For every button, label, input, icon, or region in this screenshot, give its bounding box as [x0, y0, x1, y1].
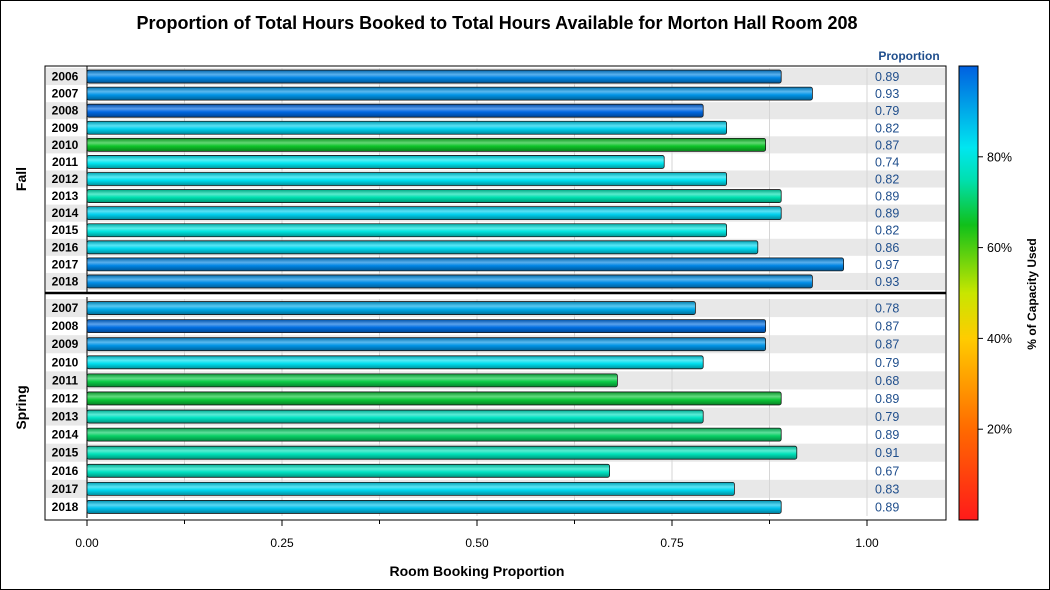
value-label: 0.89 [875, 207, 899, 221]
bar-fall-2009 [86, 120, 727, 135]
bar-fall-2013 [86, 189, 782, 203]
x-tick-label: 0.75 [660, 536, 684, 550]
year-label: 2017 [52, 257, 79, 271]
value-label: 0.68 [875, 374, 899, 388]
value-label: 0.89 [875, 428, 899, 442]
bar-fall-2018 [86, 274, 813, 289]
value-label: 0.79 [875, 356, 899, 370]
colorbar-gradient [958, 65, 979, 521]
bar-fall-2016 [86, 240, 759, 255]
value-label: 0.82 [875, 173, 899, 187]
year-label: 2009 [52, 337, 79, 351]
bar-fall-2011 [86, 155, 665, 169]
value-label: 0.82 [875, 224, 899, 238]
value-label: 0.86 [875, 241, 899, 255]
year-label: 2018 [52, 274, 79, 288]
value-label: 0.93 [875, 87, 899, 101]
year-label: 2011 [52, 373, 78, 387]
year-label: 2018 [52, 500, 79, 514]
year-label: 2015 [52, 446, 79, 460]
bar-spring-2013 [86, 409, 704, 424]
year-label: 2006 [52, 70, 79, 84]
bar-fall-2012 [86, 172, 727, 186]
year-label: 2014 [52, 428, 79, 442]
value-label: 0.89 [875, 392, 899, 406]
year-label: 2008 [52, 319, 79, 333]
year-label: 2009 [52, 121, 79, 135]
bar-spring-2017 [86, 481, 735, 496]
value-label: 0.83 [875, 482, 899, 496]
year-label: 2008 [52, 104, 79, 118]
year-label: 2007 [52, 301, 79, 315]
bar-fall-2006 [86, 69, 782, 84]
bar-spring-2018 [86, 500, 782, 514]
year-label: 2016 [52, 240, 79, 254]
year-label: 2013 [52, 189, 79, 203]
year-label: 2010 [52, 355, 79, 369]
bar-fall-2017 [86, 257, 844, 272]
bar-spring-2016 [86, 463, 610, 478]
bar-spring-2010 [86, 355, 704, 370]
value-label: 0.78 [875, 302, 899, 316]
group-label-spring: Spring [13, 385, 29, 429]
value-label: 0.91 [875, 446, 899, 460]
value-column-header: Proportion [878, 49, 939, 63]
value-label: 0.97 [875, 258, 899, 272]
value-label: 0.74 [875, 155, 899, 169]
value-label: 0.89 [875, 190, 899, 204]
value-label: 0.79 [875, 104, 899, 118]
year-label: 2013 [52, 410, 79, 424]
value-label: 0.89 [875, 70, 899, 84]
x-tick-label: 1.00 [855, 536, 879, 550]
year-label: 2012 [52, 172, 79, 186]
value-label: 0.87 [875, 138, 899, 152]
year-label: 2010 [52, 138, 79, 152]
year-label: 2007 [52, 87, 79, 101]
colorbar-tick-label: 20% [987, 423, 1012, 437]
value-label: 0.93 [875, 275, 899, 289]
year-label: 2012 [52, 391, 79, 405]
group-label-fall: Fall [13, 167, 29, 191]
bar-spring-2014 [86, 427, 782, 442]
bar-fall-2014 [86, 206, 782, 221]
value-label: 0.87 [875, 338, 899, 352]
year-label: 2016 [52, 464, 79, 478]
bar-spring-2007 [86, 301, 696, 315]
year-label: 2017 [52, 482, 79, 496]
colorbar-tick-label: 80% [987, 150, 1012, 164]
colorbar-title: % of Capacity Used [1025, 238, 1039, 349]
chart-title: Proportion of Total Hours Booked to Tota… [136, 13, 857, 33]
colorbar-tick-label: 60% [987, 241, 1012, 255]
plot-area: 2006 0.89 2007 0.93 2008 0.79 2009 0.82 2010 0.87… [13, 65, 947, 550]
bar-fall-2010 [86, 137, 766, 152]
year-label: 2014 [52, 206, 79, 220]
value-label: 0.79 [875, 410, 899, 424]
bar-spring-2015 [86, 445, 798, 460]
year-label: 2011 [52, 155, 78, 169]
x-tick-label: 0.50 [465, 536, 489, 550]
bar-spring-2008 [86, 319, 766, 334]
bar-fall-2015 [86, 223, 727, 238]
value-label: 0.82 [875, 121, 899, 135]
value-label: 0.67 [875, 464, 899, 478]
bar-spring-2011 [86, 373, 618, 388]
bar-fall-2008 [86, 103, 704, 118]
bar-spring-2012 [86, 391, 782, 406]
bar-spring-2009 [86, 337, 766, 352]
value-label: 0.87 [875, 320, 899, 334]
bar-fall-2007 [86, 86, 813, 101]
value-label: 0.89 [875, 500, 899, 514]
colorbar-legend: 20% 40% 60% 80% [958, 65, 1012, 521]
x-axis-label: Room Booking Proportion [390, 563, 565, 579]
year-label: 2015 [52, 223, 79, 237]
x-tick-label: 0.00 [75, 536, 99, 550]
colorbar-tick-label: 40% [987, 332, 1012, 346]
plot-frame [44, 65, 947, 521]
x-tick-label: 0.25 [270, 536, 294, 550]
